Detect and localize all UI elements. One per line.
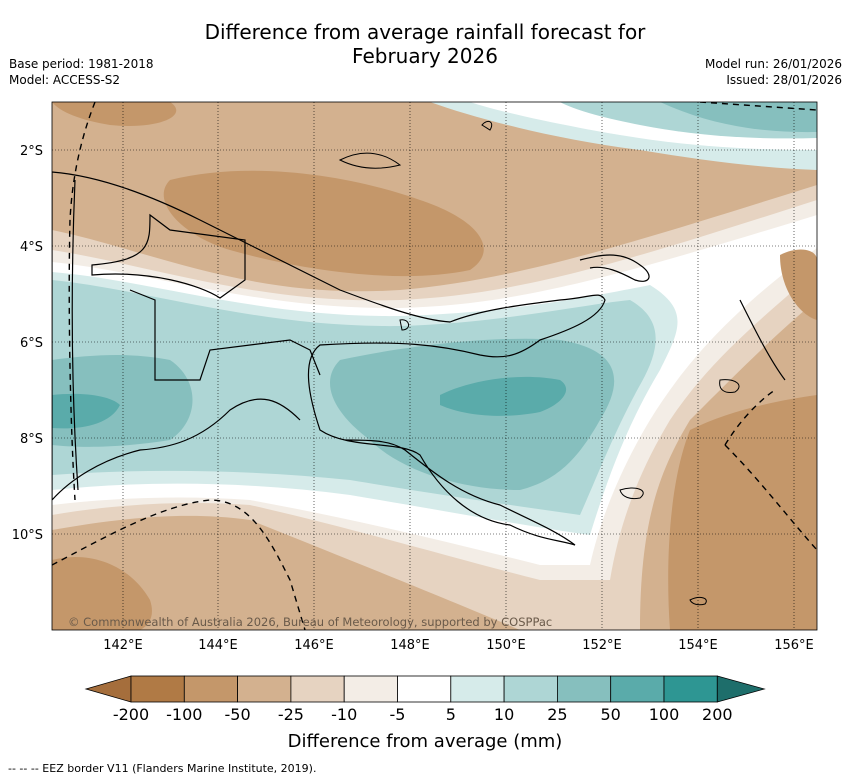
lat-label: 8°S	[20, 432, 43, 447]
colorbar-swatch	[183, 675, 239, 703]
base-period: Base period: 1981-2018	[9, 57, 154, 71]
lon-label: 152°E	[582, 638, 622, 653]
band-mid-green	[52, 338, 615, 490]
lat-label: 4°S	[20, 240, 43, 255]
colorbar-swatch	[130, 675, 185, 703]
lon-label: 144°E	[198, 638, 238, 653]
colorbar-label: Difference from average (mm)	[287, 731, 563, 752]
chart-title: Difference from average rainfall forecas…	[0, 20, 850, 68]
model-name: Model: ACCESS-S2	[9, 73, 121, 87]
band-north-mid-green	[660, 102, 817, 133]
band-brown-north-dark	[52, 102, 817, 320]
map-field	[52, 102, 817, 630]
graticule	[52, 102, 817, 630]
title-line-2: February 2026	[352, 44, 498, 68]
colorbar-tick-label: 200	[702, 705, 733, 724]
lon-label: 146°E	[294, 638, 334, 653]
colorbar-tick-label: -100	[166, 705, 203, 724]
colorbar-swatch	[503, 675, 558, 703]
lon-label: 154°E	[678, 638, 718, 653]
colorbar-tick-label: -200	[112, 705, 150, 724]
copyright-text: © Commonwealth of Australia 2026, Bureau…	[68, 615, 552, 629]
colorbar-swatch	[397, 675, 452, 703]
colorbar-tick-label: 25	[547, 705, 568, 724]
colorbar-swatch	[450, 675, 505, 703]
band-dark-green	[52, 376, 567, 429]
eez-borders	[52, 102, 817, 630]
colorbar-extend-high	[716, 675, 766, 703]
lon-label: 156°E	[774, 638, 814, 653]
issued-date: Issued: 28/01/2026	[726, 73, 842, 87]
colorbar-tick-label: -25	[277, 705, 304, 724]
colorbar-swatch	[290, 675, 345, 703]
colorbar-swatch	[663, 675, 718, 703]
colorbar-extend-low	[84, 675, 132, 703]
lat-label: 2°S	[20, 144, 43, 159]
lon-label: 150°E	[486, 638, 526, 653]
colorbar-tick-label: 5	[445, 705, 456, 724]
colorbar-swatch	[557, 675, 612, 703]
colorbar-swatch	[237, 675, 292, 703]
lon-label: 148°E	[390, 638, 430, 653]
longitude-labels: 142°E 144°E 146°E 148°E 150°E 152°E 154°E 156°E	[103, 638, 814, 653]
colorbar-tick-label: -10	[331, 705, 358, 724]
meta-left: Base period: 1981-2018 Model: ACCESS-S2	[9, 56, 154, 88]
colorbar-swatch	[343, 675, 398, 703]
eez-legend: -- -- -- EEZ border V11 (Flanders Marine…	[8, 762, 317, 775]
colorbar-tick-label: -50	[224, 705, 251, 724]
colorbar	[84, 675, 766, 703]
meta-right: Model run: 26/01/2026 Issued: 28/01/2026	[705, 56, 842, 88]
colorbar-tick-label: -5	[389, 705, 406, 724]
title-line-1: Difference from average rainfall forecas…	[204, 20, 646, 44]
map-frame	[51, 101, 818, 631]
lat-label: 10°S	[12, 528, 43, 543]
colorbar-tick-label: 10	[493, 705, 515, 724]
colorbar-swatch	[610, 675, 665, 703]
colorbar-tick-label: 100	[648, 705, 680, 724]
coastline	[52, 171, 786, 546]
lat-label: 6°S	[20, 336, 43, 351]
islands	[338, 120, 740, 606]
colorbar-tick-label: 50	[600, 705, 621, 724]
band-brown-south-dark	[52, 395, 817, 630]
model-run: Model run: 26/01/2026	[704, 57, 842, 71]
lon-label: 142°E	[103, 638, 143, 653]
latitude-labels: 2°S 4°S 6°S 8°S 10°S	[12, 144, 43, 543]
